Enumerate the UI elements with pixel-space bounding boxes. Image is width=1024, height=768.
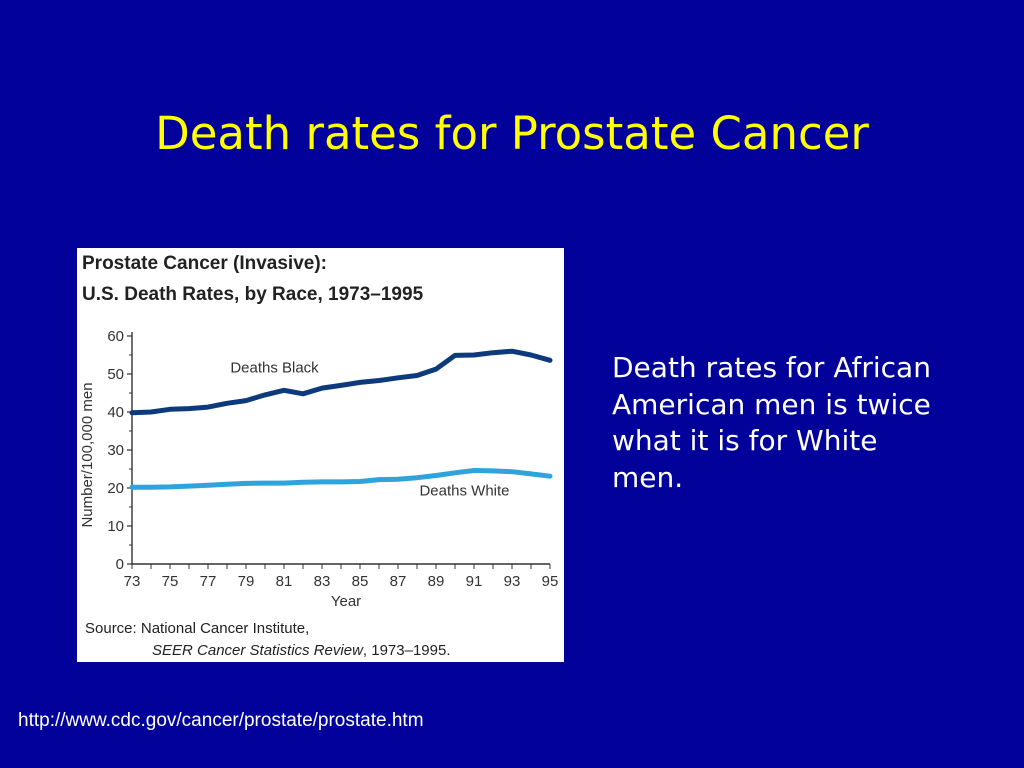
chart-subtitle: U.S. Death Rates, by Race, 1973–1995: [82, 284, 424, 305]
x-tick-label: 91: [466, 573, 483, 590]
chart-title: Prostate Cancer (Invasive):: [82, 253, 327, 274]
y-axis-label: Number/100,000 men: [79, 382, 96, 527]
slide-title: Death rates for Prostate Cancer: [155, 107, 869, 160]
source-url: http://www.cdc.gov/cancer/prostate/prost…: [18, 710, 424, 731]
source-publication: SEER Cancer Statistics Review: [152, 642, 363, 659]
x-tick-label: 89: [428, 573, 445, 590]
series-line-deaths-white: [129, 468, 553, 490]
x-tick-label: 93: [504, 573, 521, 590]
y-tick-label: 50: [107, 366, 124, 383]
x-tick-label: 95: [542, 573, 559, 590]
x-axis-label: Year: [331, 593, 361, 610]
x-tick-label: 75: [162, 573, 179, 590]
y-tick-label: 20: [107, 480, 124, 497]
chart-panel: 0 10 20 30 40 50 60 73 75 77 79 81 83 85 87 89 91 93 95 Yea…: [77, 248, 564, 662]
series-label-deaths-black: Deaths Black: [230, 359, 319, 376]
y-tick-label: 40: [107, 404, 124, 421]
y-tick-label: 60: [107, 328, 124, 345]
side-text: Death rates for African American men is …: [612, 351, 931, 494]
source-line-2: SEER Cancer Statistics Review, 1973–1995…: [85, 640, 555, 662]
y-tick-label: 30: [107, 442, 124, 459]
axes: [127, 332, 551, 569]
series-line-deaths-black: [129, 348, 553, 416]
y-tick-label: 0: [116, 556, 124, 573]
line-chart: 0 10 20 30 40 50 60 73 75 77 79 81 83 85 87 89 91 93 95 Yea…: [79, 328, 558, 610]
chart-source: Source: National Cancer Institute, SEER …: [85, 618, 555, 662]
y-tick-label: 10: [107, 518, 124, 535]
series-label-deaths-white: Deaths White: [419, 483, 509, 500]
x-tick-label: 79: [238, 573, 255, 590]
x-tick-label: 83: [314, 573, 331, 590]
x-tick-label: 85: [352, 573, 369, 590]
source-years: , 1973–1995.: [362, 642, 451, 659]
x-tick-label: 81: [276, 573, 293, 590]
x-tick-label: 77: [200, 573, 217, 590]
series-lines: [129, 348, 553, 490]
x-tick-label: 87: [390, 573, 407, 590]
x-tick-label: 73: [124, 573, 141, 590]
source-line-1: Source: National Cancer Institute,: [85, 620, 310, 637]
chart-labels: 0 10 20 30 40 50 60 73 75 77 79 81 83 85 87 89 91 93 95 Yea…: [79, 328, 558, 610]
